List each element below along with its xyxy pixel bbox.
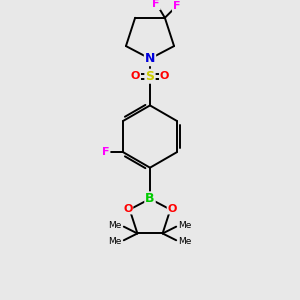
Text: Me: Me [178,237,191,246]
Text: F: F [173,1,180,11]
Text: O: O [168,203,177,214]
Text: Me: Me [178,221,191,230]
Text: O: O [131,71,140,81]
Text: B: B [145,192,155,205]
Text: O: O [123,203,132,214]
Text: Me: Me [109,221,122,230]
Text: F: F [152,0,160,9]
Text: F: F [102,147,109,157]
Text: N: N [145,52,155,65]
Text: S: S [146,70,154,83]
Text: O: O [160,71,169,81]
Text: Me: Me [109,237,122,246]
